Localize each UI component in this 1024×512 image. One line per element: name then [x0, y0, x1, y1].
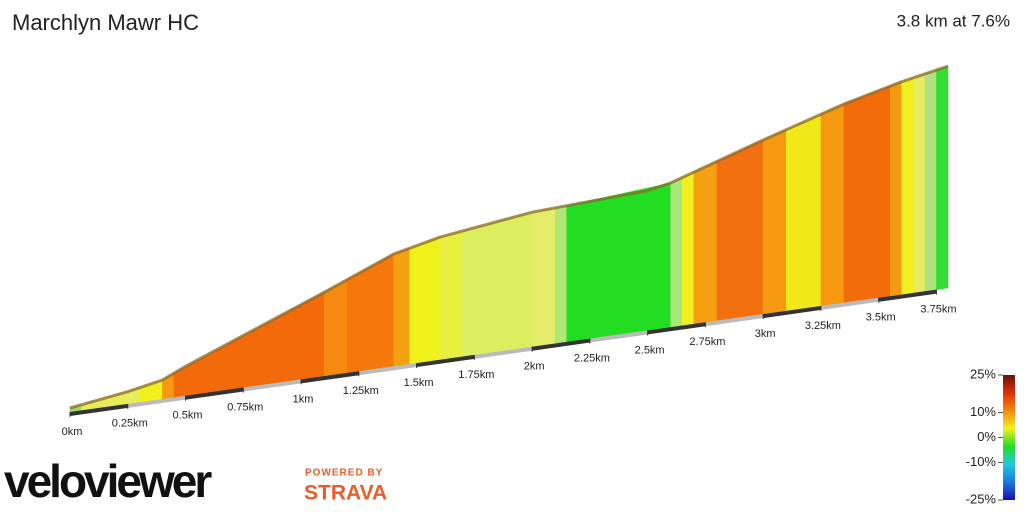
axis-band [127, 395, 186, 408]
gradient-segment [843, 85, 891, 303]
axis-band [358, 363, 417, 376]
axis-band [589, 330, 648, 343]
x-tick-label: 3km [755, 328, 776, 340]
colorbar-label: -10% [966, 454, 997, 469]
axis-band [531, 338, 591, 351]
colorbar-label: -25% [966, 491, 997, 506]
gradient-segment [409, 236, 440, 365]
x-tick-label: 1.75km [458, 369, 494, 381]
gradient-segment [913, 73, 926, 294]
gradient-segment [323, 279, 348, 377]
x-tick-label: 0.25km [112, 418, 148, 430]
logo[interactable]: veloviewer [4, 455, 215, 507]
gradient-segment [936, 65, 949, 290]
gradient-segment [716, 139, 764, 321]
x-tick-label: 2.25km [574, 352, 610, 364]
gradient-segment [531, 207, 556, 348]
x-tick-label: 0km [62, 426, 83, 438]
gradient-segment [693, 161, 718, 325]
x-tick-label: 2.5km [635, 344, 665, 356]
axis-band [705, 314, 764, 327]
powered-by: POWERED BY [305, 468, 383, 479]
colorbar [1003, 375, 1015, 500]
x-tick-label: 3.5km [866, 312, 896, 324]
strava-logo[interactable]: STRAVA [304, 482, 387, 505]
gradient-segment [682, 171, 695, 326]
x-tick-label: 1km [293, 393, 314, 405]
x-tick-label: 2km [524, 361, 545, 373]
axis-band [243, 379, 302, 392]
gradient-segment [670, 177, 683, 328]
gradient-segment [462, 211, 533, 357]
gradient-segment [889, 81, 903, 297]
axis-band [762, 305, 822, 319]
gradient-segment [820, 103, 845, 307]
axis-band [647, 322, 706, 335]
colorbar-label: 10% [970, 404, 996, 419]
axis-band [69, 403, 129, 416]
x-tick-label: 1.25km [343, 385, 379, 397]
axis-band [474, 346, 533, 359]
gradient-segment [762, 129, 787, 315]
chart-subtitle: 3.8 km at 7.6% [897, 11, 1010, 30]
gradient-segment [439, 230, 464, 361]
elevation-line [69, 64, 949, 410]
gradient-segment [393, 247, 410, 367]
colorbar-label: 25% [970, 366, 996, 381]
x-tick-label: 3.25km [805, 320, 841, 332]
x-tick-label: 1.5km [404, 377, 434, 389]
axis-band [185, 387, 244, 400]
axis-band [300, 371, 360, 384]
chart-title: Marchlyn Mawr HC [12, 10, 199, 35]
gradient-segment [554, 205, 568, 344]
x-tick-label: 3.75km [920, 304, 956, 316]
gradient-segment [566, 182, 671, 343]
gradient-segment [924, 69, 937, 292]
x-tick-label: 0.5km [173, 410, 203, 422]
axis-band [820, 297, 879, 310]
axis-band [878, 289, 937, 302]
gradient-segment [786, 113, 822, 312]
colorbar-label: 0% [977, 429, 996, 444]
x-tick-label: 2.75km [689, 336, 725, 348]
gradient-segment [347, 253, 394, 374]
gradient-segment [901, 77, 914, 295]
axis-band [416, 354, 475, 368]
x-tick-label: 0.75km [227, 401, 263, 413]
